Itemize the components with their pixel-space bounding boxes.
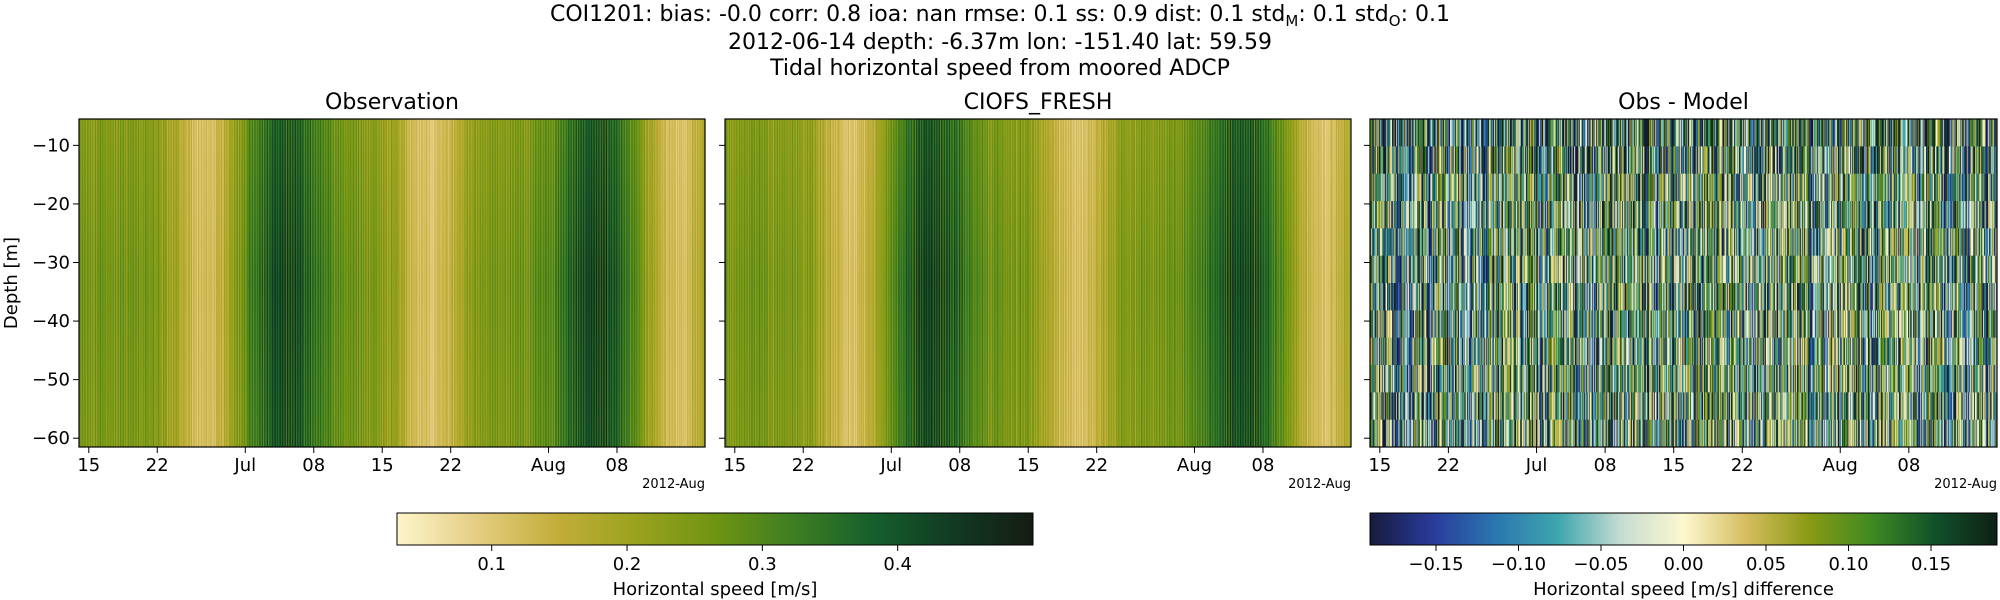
heatmap-2: [725, 119, 1351, 447]
colorbar-tick-label: 0.1: [477, 554, 506, 575]
x-tick-label: Jul: [879, 455, 902, 476]
colorbar-label-2: Horizontal speed [m/s] difference: [1533, 579, 1834, 600]
x-tick-label: 08: [948, 455, 971, 476]
y-tick-label: −40: [32, 311, 70, 332]
x-tick-label: 22: [146, 455, 169, 476]
x-tick-label: Jul: [233, 455, 256, 476]
y-tick-label: −10: [32, 135, 70, 156]
x-offset-label: 2012-Aug: [1288, 477, 1351, 492]
colorbar-tick-label: 0.2: [613, 554, 642, 575]
colorbar-tick-label: 0.15: [1911, 554, 1951, 575]
x-offset-label: 2012-Aug: [1934, 477, 1997, 492]
heatmap-3: [1370, 119, 1997, 447]
x-tick-label: 08: [1252, 455, 1275, 476]
y-tick-label: −20: [32, 194, 70, 215]
suptitle-stats-mid: : 0.1 std: [1298, 2, 1389, 27]
x-tick-label: Aug: [531, 455, 566, 476]
colorbar-2: −0.15 −0.10 −0.05 0.00 0.05 0.10 0.15 Horizonta…: [1369, 512, 1998, 600]
x-tick-label: 22: [439, 455, 462, 476]
colorbar-tick-label: 0.00: [1663, 554, 1703, 575]
x-tick-label: 15: [1017, 455, 1040, 476]
suptitle-line-1: COI1201: bias: -0.0 corr: 0.8 ioa: nan r…: [0, 2, 2000, 34]
x-tick-label: Jul: [1525, 455, 1548, 476]
x-tick-label: 22: [1437, 455, 1460, 476]
x-tick-label: 15: [1368, 455, 1391, 476]
axes-title-2: CIOFS_FRESH: [964, 90, 1113, 115]
x-tick-label: 08: [606, 455, 629, 476]
suptitle-stats: COI1201: bias: -0.0 corr: 0.8 ioa: nan r…: [550, 2, 1286, 27]
axes-frame-3: [1369, 118, 1998, 448]
colorbar-tick-label: −0.05: [1573, 554, 1628, 575]
x-tick-label: Aug: [1823, 455, 1858, 476]
colorbar-label-1: Horizontal speed [m/s]: [613, 579, 818, 600]
axes-frame-2: [724, 118, 1352, 448]
x-offset-label: 2012-Aug: [642, 477, 705, 492]
colorbar-gradient-2: [1369, 512, 1998, 546]
colorbar-tick-label: 0.05: [1746, 554, 1786, 575]
x-tick-label: 15: [723, 455, 746, 476]
colorbar-tick-label: −0.10: [1491, 554, 1546, 575]
suptitle-line-2: 2012-06-14 depth: -6.37m lon: -151.40 la…: [727, 30, 1273, 55]
colorbar-tick-label: 0.4: [883, 554, 912, 575]
x-tick-label: 15: [1662, 455, 1685, 476]
x-tick-label: 15: [371, 455, 394, 476]
x-tick-label: 08: [1897, 455, 1920, 476]
y-tick-label: −60: [32, 428, 70, 449]
x-tick-label: 15: [77, 455, 100, 476]
x-tick-label: Aug: [1177, 455, 1212, 476]
x-tick-label: 22: [1731, 455, 1754, 476]
y-axis-label: Depth [m]: [1, 237, 22, 329]
x-tick-label: 22: [1085, 455, 1108, 476]
colorbar-tick-label: 0.3: [748, 554, 777, 575]
colorbar-gradient-1: [396, 512, 1034, 546]
x-tick-label: 08: [1594, 455, 1617, 476]
axes-title-3: Obs - Model: [1618, 90, 1749, 115]
panel-3: Obs - Model 15 22 Jul 08 15 22 Aug 08 2012-Aug: [1364, 90, 1998, 492]
colorbar-tick-label: 0.10: [1828, 554, 1868, 575]
x-tick-label: 22: [792, 455, 815, 476]
heatmap-1: [79, 119, 705, 447]
suptitle-stats-end: : 0.1: [1400, 2, 1450, 27]
y-tick-label: −30: [32, 253, 70, 274]
panel-1: Observation −10 −20 −30 −40 −50 −60 15 22 Jul 08 15…: [1, 90, 706, 492]
y-tick-label: −50: [32, 370, 70, 391]
colorbar-tick-label: −0.15: [1408, 554, 1463, 575]
panel-2: CIOFS_FRESH 15 22 Jul 08 15 22 Aug 08 2012-Aug: [719, 90, 1352, 492]
axes-frame-1: [78, 118, 706, 448]
suptitle-subscript-obs: O: [1388, 12, 1401, 30]
suptitle-subscript-model: M: [1285, 12, 1299, 30]
colorbar-1: 0.1 0.2 0.3 0.4 Horizontal speed [m/s]: [396, 512, 1034, 600]
x-tick-label: 08: [302, 455, 325, 476]
suptitle-line-3: Tidal horizontal speed from moored ADCP: [770, 56, 1230, 81]
axes-title-1: Observation: [325, 90, 459, 115]
